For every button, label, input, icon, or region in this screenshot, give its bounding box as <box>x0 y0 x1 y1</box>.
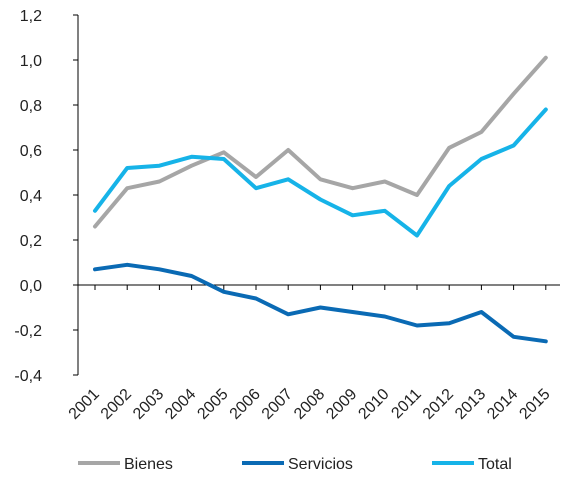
y-tick-label: -0,4 <box>14 368 42 385</box>
y-tick-label: 0,6 <box>20 143 42 160</box>
y-tick-label: -0,2 <box>14 323 42 340</box>
y-tick-label: 0,4 <box>20 188 42 205</box>
x-tick-label: 2005 <box>194 386 231 423</box>
y-axis-ticks: -0,4 -0,2 0,0 0,2 0,4 0,6 0,8 1,0 1,2 <box>14 8 78 385</box>
x-tick-label: 2012 <box>420 386 457 423</box>
x-tick-label: 2003 <box>130 386 167 423</box>
series-line-bienes <box>93 55 548 229</box>
x-tick-label: 2001 <box>66 386 103 423</box>
x-tick-label: 2007 <box>259 386 296 423</box>
y-tick-label: 0,0 <box>20 278 42 295</box>
x-tick-label: 2009 <box>323 386 360 423</box>
y-tick-label: 1,0 <box>20 53 42 70</box>
x-tick-label: 2015 <box>516 386 553 423</box>
legend-label-servicios: Servicios <box>288 456 353 473</box>
x-tick-label: 2014 <box>484 386 521 423</box>
x-tick-label: 2011 <box>388 386 424 422</box>
y-tick-label: 1,2 <box>20 8 42 25</box>
x-tick-label: 2004 <box>162 386 199 423</box>
x-tick-label: 2002 <box>98 386 135 423</box>
x-axis-ticks: 2001200220032004200520062007200820092010… <box>66 285 554 423</box>
x-tick-label: 2008 <box>291 386 328 423</box>
x-tick-label: 2010 <box>355 386 392 423</box>
y-tick-label: 0,8 <box>20 98 42 115</box>
legend: Bienes Servicios Total <box>78 456 512 473</box>
x-tick-label: 2013 <box>452 386 489 423</box>
series-group <box>93 55 548 344</box>
y-tick-label: 0,2 <box>20 233 42 250</box>
x-tick-label: 2006 <box>227 386 264 423</box>
legend-label-total: Total <box>478 456 512 473</box>
legend-label-bienes: Bienes <box>124 456 173 473</box>
series-line-servicios <box>93 262 548 344</box>
series-line-total <box>93 107 548 238</box>
